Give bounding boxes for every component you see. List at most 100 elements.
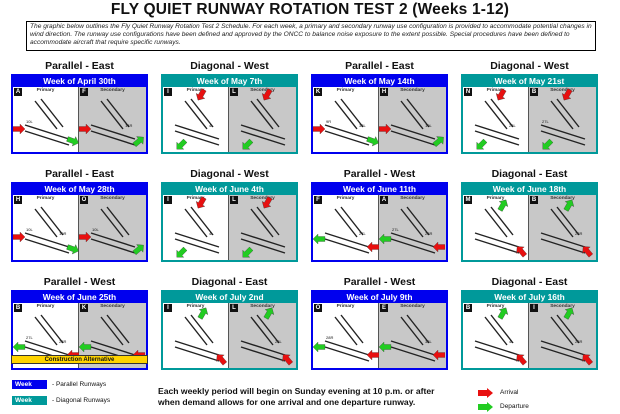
runway-diagram: 27L [313, 206, 379, 254]
secondary-label: Secondary [250, 304, 275, 309]
runway-1 [474, 340, 520, 356]
runway-diagram: 14R [79, 98, 144, 147]
config-title: Diagonal - East [191, 276, 268, 288]
primary-diagram: Primary K 9R 32L [313, 87, 379, 152]
primary-diagram: Primary A 10L [13, 87, 79, 152]
config-letter: H [380, 88, 388, 96]
runway-2 [540, 130, 586, 146]
arrival-arrow [561, 88, 573, 101]
week-card: Parallel - East Week of May 28th Primary H 1… [11, 168, 148, 263]
runway-4 [40, 314, 64, 344]
config-letter: N [464, 88, 472, 96]
runway-label: 27L [542, 119, 549, 124]
config-title: Parallel - East [45, 168, 114, 180]
config-title: Diagonal - East [491, 168, 568, 180]
week-card: Parallel - East Week of April 30th Primary… [11, 60, 148, 155]
secondary-label: Secondary [400, 304, 425, 309]
arrival-arrow [495, 88, 507, 101]
config-letter: O [80, 196, 88, 204]
departure-arrow [313, 341, 326, 353]
runway-1 [24, 340, 70, 356]
runway-label: 10L [26, 227, 33, 232]
secondary-diagram: Secondary F 14R [79, 87, 146, 152]
arrival-arrow [366, 241, 379, 253]
runway-label: 10L [26, 119, 33, 124]
week-header: Week of July 2nd [163, 292, 296, 303]
primary-label: Primary [336, 304, 355, 309]
arrival-arrow [195, 196, 207, 209]
week-card: Diagonal - West Week of May 21st Primary N 2… [461, 60, 598, 155]
runway-diagram: 22R [540, 199, 593, 258]
runway-1 [90, 232, 136, 248]
week-header: Week of June 11th [313, 184, 446, 195]
departure-arrow [197, 307, 209, 320]
runway-2 [90, 130, 136, 146]
runway-3 [334, 208, 358, 238]
runway-4 [190, 98, 214, 128]
week-card: Diagonal - West Week of May 7th Primary I 4L… [161, 60, 298, 155]
construction-banner: Construction Alternative [11, 355, 148, 364]
runway-4 [340, 206, 364, 236]
week-panel: Week of July 9th Primary O 28R Secondary E 32L [311, 290, 448, 370]
secondary-label: Secondary [250, 196, 275, 201]
secondary-diagram: Secondary B 22R [529, 195, 596, 260]
runway-1 [324, 124, 370, 140]
week-header: Week of May 14th [313, 76, 446, 87]
runway-3 [100, 208, 124, 238]
runway-diagram: 27L 28R [379, 206, 445, 254]
runway-diagram [240, 196, 286, 258]
config-letter: H [14, 196, 22, 204]
secondary-label: Secondary [400, 196, 425, 201]
runway-3 [184, 100, 208, 130]
arrival-arrow [516, 354, 527, 366]
runway-label: 14R [125, 123, 132, 128]
arrival-arrow [79, 123, 92, 135]
departure-arrow [497, 199, 509, 212]
runway-4 [556, 314, 580, 344]
runway-3 [550, 208, 574, 238]
primary-label: Primary [336, 196, 355, 201]
departure-arrow [79, 341, 92, 353]
runway-4 [40, 98, 64, 128]
departure-arrow [542, 138, 554, 150]
primary-label: Primary [486, 304, 505, 309]
runway-diagram: 10L 10R [13, 206, 79, 255]
secondary-label: Secondary [100, 196, 125, 201]
runway-1 [240, 124, 286, 140]
runway-4 [340, 314, 364, 344]
secondary-diagram: Secondary H 10L [379, 87, 446, 152]
legend-diagonal-swatch: Week [12, 396, 47, 405]
week-card: Diagonal - East Week of June 18th Primary M… [461, 168, 598, 263]
runway-3 [100, 100, 124, 130]
runway-3 [334, 100, 358, 130]
runway-3 [184, 316, 208, 346]
week-card: Parallel - East Week of May 14th Primary K 9… [311, 60, 448, 155]
runway-4 [490, 98, 514, 128]
runway-diagram: 4L [174, 196, 220, 258]
runway-4 [106, 206, 130, 236]
runway-label: 32L [425, 339, 432, 344]
runway-1 [540, 124, 586, 140]
runway-2 [390, 130, 436, 146]
config-letter: M [464, 196, 472, 204]
config-letter: I [164, 88, 172, 96]
arrival-arrow [313, 123, 326, 135]
departure-arrow [563, 307, 575, 320]
runway-label: 28R [326, 335, 333, 340]
config-letter: L [230, 196, 238, 204]
runway-diagram: 10L [13, 98, 79, 147]
runway-label: 27L [26, 335, 33, 340]
secondary-diagram: Secondary L 22L [229, 303, 296, 368]
runway-2 [240, 346, 286, 362]
runway-1 [90, 124, 136, 140]
runway-4 [406, 314, 430, 344]
week-card: Diagonal - East Week of July 2nd Primary I S… [161, 276, 298, 371]
week-header: Week of April 30th [13, 76, 146, 87]
week-panel: Week of July 2nd Primary I Secondary L 22L [161, 290, 298, 370]
runway-1 [24, 232, 70, 248]
secondary-label: Secondary [250, 88, 275, 93]
runway-2 [24, 238, 70, 254]
runway-3 [250, 316, 274, 346]
runway-1 [240, 232, 286, 248]
week-card: Diagonal - West Week of June 4th Primary I 4… [161, 168, 298, 263]
